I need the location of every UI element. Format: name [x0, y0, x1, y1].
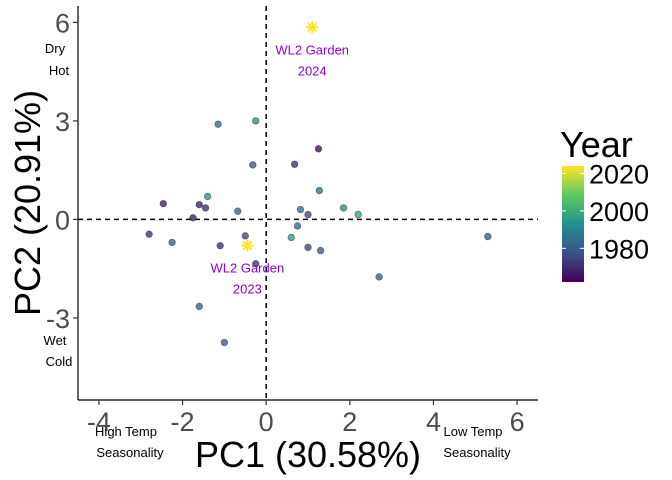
data-point: [168, 238, 176, 247]
note-high-temp: High Temp: [95, 424, 157, 439]
data-point: [249, 161, 257, 169]
data-point: [189, 214, 197, 222]
highlight-label: WL2 Garden: [275, 42, 349, 57]
note-wet: Wet: [44, 333, 67, 348]
colorbar-tick-label: 2020: [589, 159, 649, 189]
data-point: [315, 186, 323, 195]
data-point: [354, 210, 362, 219]
x-tick-label: -2: [171, 407, 195, 437]
data-point: [287, 233, 295, 242]
plot-area: -4 -2 0 2 4 6 -3 0 3 6 WL2 Garden 2024 WL2 Garden 2…: [46, 6, 538, 437]
x-tick-label: 4: [426, 407, 441, 437]
y-tick-label: 0: [55, 205, 70, 235]
colorbar-tick-label: 2000: [589, 197, 649, 227]
x-tick-label: -4: [87, 407, 111, 437]
data-point: [314, 145, 323, 153]
note-low-temp: Low Temp: [443, 424, 502, 439]
x-tick-label: 0: [259, 407, 274, 437]
x-tick-label: 6: [510, 407, 525, 437]
year-colorbar-legend: Year 1980 2000 2020: [560, 124, 649, 282]
data-point: [339, 204, 348, 212]
y-axis-title: PC2 (20.91%): [7, 90, 48, 316]
highlight-year-label: 2024: [298, 63, 327, 78]
data-point: [201, 204, 210, 212]
x-axis-title: PC1 (30.58%): [195, 434, 421, 475]
highlight-points: WL2 Garden 2024 WL2 Garden 2023: [211, 21, 349, 297]
data-point: [159, 199, 168, 208]
data-point: [195, 200, 203, 209]
data-point: [484, 232, 492, 241]
note-dry: Dry: [45, 41, 66, 56]
data-point: [220, 338, 229, 347]
data-point: [252, 260, 260, 268]
data-points: [145, 117, 492, 347]
y-tick-label: 3: [55, 107, 70, 137]
y-tick-label: 6: [55, 8, 70, 38]
data-point: [293, 222, 302, 230]
colorbar-tick-label: 1980: [589, 234, 649, 264]
data-point: [316, 246, 325, 255]
data-point: [145, 230, 153, 238]
data-point: [241, 232, 249, 240]
data-point: [375, 273, 383, 281]
data-point: [216, 241, 224, 250]
highlight-label: WL2 Garden: [211, 261, 285, 276]
data-point: [195, 302, 203, 311]
data-point: [214, 120, 222, 128]
highlight-star-marker: [241, 239, 254, 252]
highlight-year-label: 2023: [233, 282, 262, 297]
x-tick-label: 2: [342, 407, 357, 437]
data-point: [234, 207, 242, 215]
highlight-star-marker: [306, 21, 319, 34]
colorbar: [562, 166, 584, 282]
data-point: [296, 205, 305, 214]
note-low-temp-seasonality: Seasonality: [443, 445, 511, 460]
note-hot: Hot: [49, 63, 70, 78]
data-point: [290, 160, 299, 168]
y-axis-ticks: -3 0 3 6: [46, 8, 78, 334]
data-point: [304, 210, 312, 219]
legend-title: Year: [560, 124, 633, 165]
note-high-temp-seasonality: Seasonality: [96, 445, 164, 460]
data-point: [304, 243, 312, 252]
corner-notes: Dry Hot Wet Cold High Temp Seasonality L…: [44, 41, 512, 460]
x-axis-ticks: -4 -2 0 2 4 6: [87, 400, 525, 437]
data-point: [252, 117, 260, 125]
y-tick-label: -3: [46, 304, 70, 334]
colorbar-ticks: 1980 2000 2020: [562, 159, 649, 264]
note-cold: Cold: [46, 354, 73, 369]
data-point: [203, 192, 212, 201]
